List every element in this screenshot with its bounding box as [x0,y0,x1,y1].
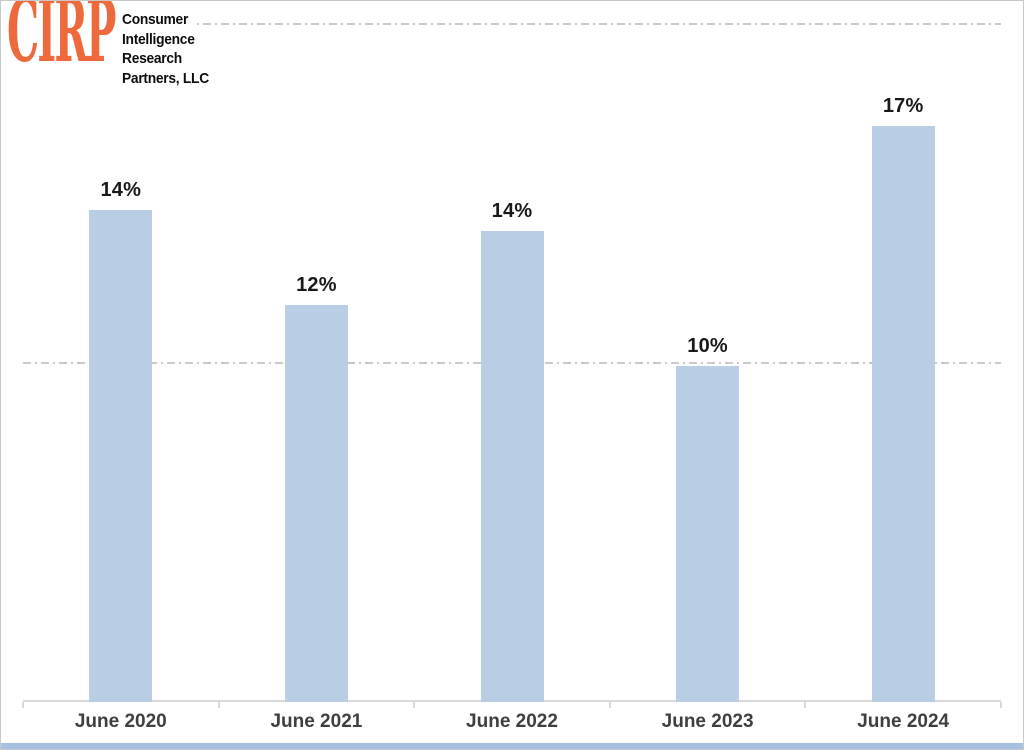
x-axis-label: June 2020 [74,711,167,732]
x-axis-label: June 2024 [857,711,950,732]
cirp-logo-text: CIRP [7,0,116,82]
x-axis-label: June 2023 [661,711,754,732]
x-axis-tick [217,702,220,708]
logo-name-line: Partners, LLC [122,69,209,87]
logo-name-line: Research [122,50,182,67]
x-axis-tick [1000,702,1002,708]
bar-june-2021 [284,305,348,702]
gridline-20pct [23,23,1001,25]
bar-value-label: 17% [882,94,924,117]
x-axis-label: June 2021 [270,711,363,732]
logo-name-line: Intelligence [122,30,195,48]
x-axis-tick [804,702,807,708]
logo-name-line: Consumer [122,11,189,28]
bar-june-2023 [676,366,740,702]
x-axis-tick [22,702,24,708]
cirp-logo: CIRP Consumer Intelligence Research Part… [1,0,209,93]
cirp-logo-company-name: Consumer Intelligence Research Partners,… [122,10,209,88]
bar-june-2020 [89,210,153,702]
bar-value-label: 12% [296,274,337,297]
bar-value-label: 14% [100,179,142,202]
bar-value-label: 14% [491,199,533,222]
x-axis-tick [413,702,416,708]
bottom-accent-strip [1,743,1023,749]
x-axis-label: June 2022 [466,711,558,732]
bar-june-2024 [871,125,935,702]
x-axis-tick [608,702,611,708]
bar-june-2022 [480,230,544,702]
bar-value-label: 10% [687,335,728,358]
